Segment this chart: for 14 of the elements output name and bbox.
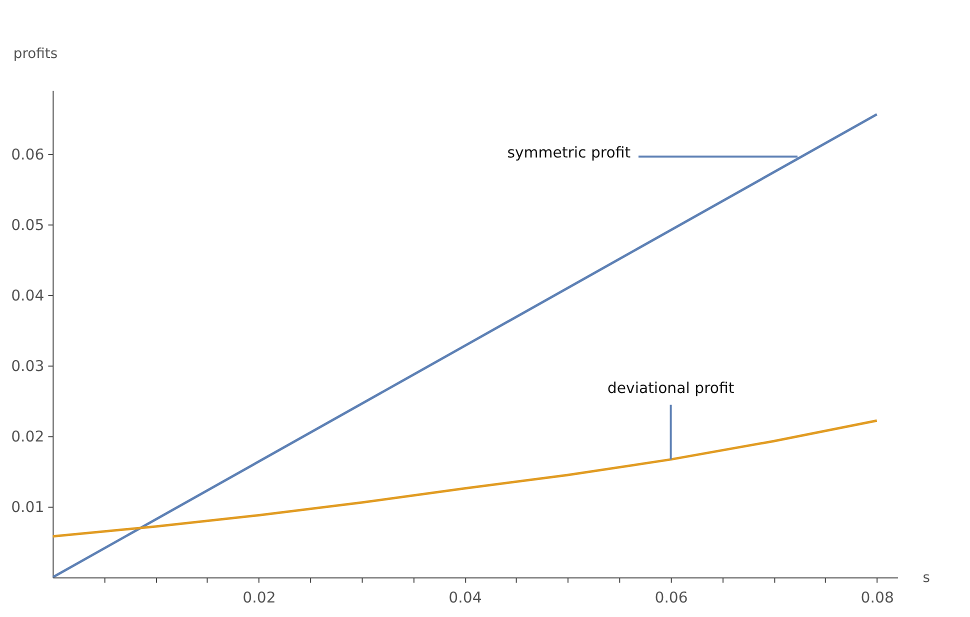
x-tick-label: 0.04 bbox=[448, 588, 482, 607]
x-tick-label: 0.06 bbox=[654, 588, 688, 607]
x-tick-label: 0.08 bbox=[860, 588, 894, 607]
x-tick-label: 0.02 bbox=[242, 588, 276, 607]
y-tick-label: 0.01 bbox=[11, 498, 44, 516]
y-tick-label: 0.04 bbox=[11, 286, 44, 304]
y-tick-label: 0.02 bbox=[11, 428, 44, 446]
y-tick-label: 0.03 bbox=[11, 357, 44, 376]
y-axis-title: profits bbox=[13, 46, 58, 62]
annotation: symmetric profit bbox=[507, 144, 631, 162]
y-tick-label: 0.06 bbox=[11, 145, 44, 164]
x-axis-title: s bbox=[922, 570, 930, 586]
annotation: deviational profit bbox=[607, 378, 734, 397]
y-tick-label: 0.05 bbox=[11, 216, 44, 234]
